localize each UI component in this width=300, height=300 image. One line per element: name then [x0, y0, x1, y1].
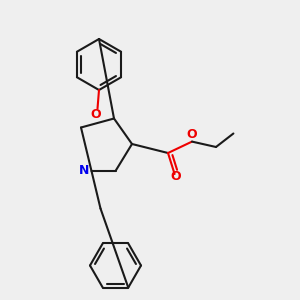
Text: O: O	[187, 128, 197, 142]
Text: N: N	[79, 164, 89, 178]
Text: O: O	[91, 108, 101, 121]
Text: O: O	[171, 170, 182, 183]
